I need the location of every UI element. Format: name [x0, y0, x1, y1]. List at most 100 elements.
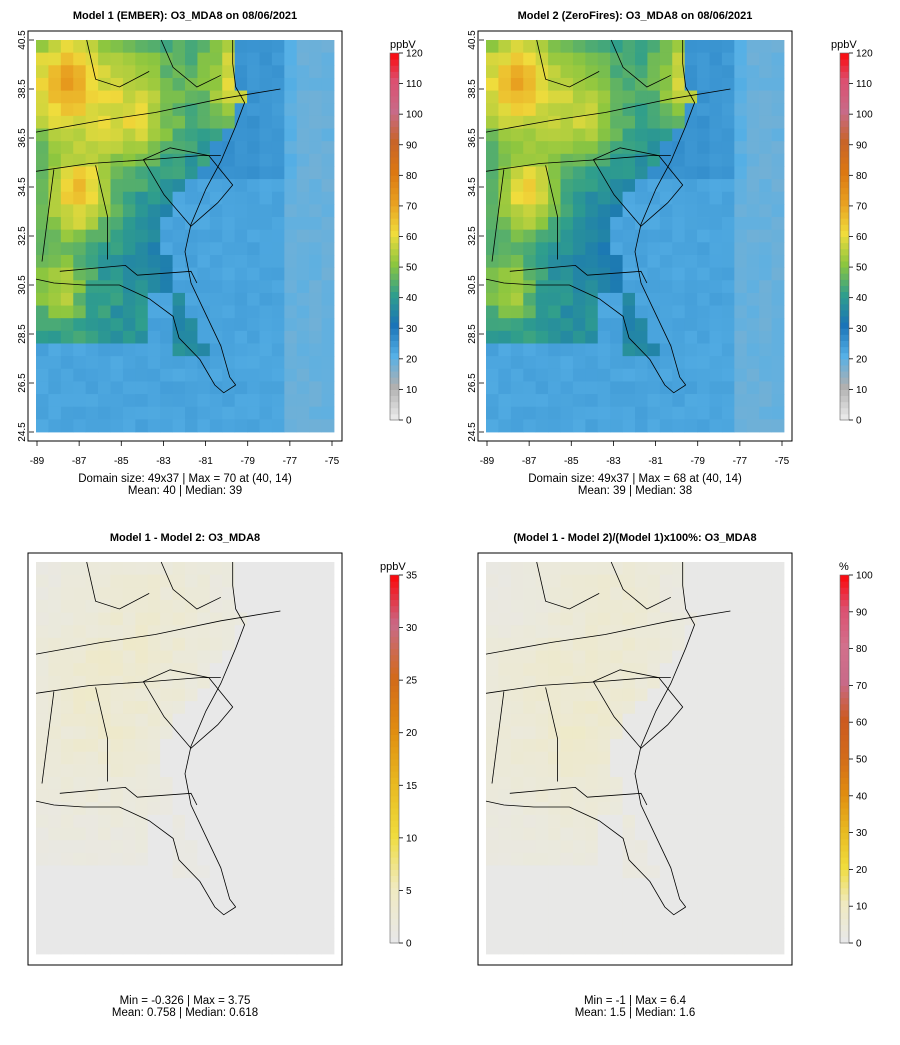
heatmap-cell [98, 318, 111, 332]
heatmap-cell [309, 115, 322, 129]
heatmap-cell [222, 406, 236, 420]
heatmap-cell [721, 789, 735, 803]
heatmap-cell [560, 637, 574, 651]
heatmap-cell [647, 267, 661, 281]
heatmap-cell [321, 368, 335, 382]
heatmap-cell [48, 776, 62, 791]
heatmap-cell [647, 419, 661, 433]
heatmap-cell [734, 103, 748, 117]
heatmap-cell [122, 52, 136, 66]
boundary-line [610, 39, 671, 88]
heatmap-cell [734, 650, 748, 664]
colorbar-swatch [840, 685, 849, 693]
heatmap-cell [160, 739, 173, 753]
heatmap-cell [672, 368, 686, 382]
x-tick-label: -79 [240, 456, 255, 467]
heatmap-cell [321, 330, 335, 344]
heatmap-cell [296, 153, 310, 167]
heatmap-cell [172, 739, 186, 753]
colorbar-swatch [840, 575, 849, 582]
colorbar-swatch [390, 53, 399, 60]
heatmap-cell [73, 852, 87, 866]
colorbar-swatch [840, 599, 849, 607]
heatmap-cell [523, 675, 537, 689]
heatmap-cell [597, 650, 611, 664]
heatmap-cell [135, 903, 149, 917]
heatmap-cell [122, 840, 136, 854]
heatmap-cell [746, 840, 760, 854]
heatmap-cell [523, 318, 537, 332]
stats-line-1: Min = -1 | Max = 6.4 [584, 995, 687, 1007]
heatmap-cell [560, 52, 574, 66]
colorbar-swatch [840, 205, 849, 213]
heatmap-cell [48, 701, 62, 715]
heatmap-cell [185, 878, 198, 892]
heatmap-cell [647, 776, 661, 791]
heatmap-cell [510, 865, 524, 879]
heatmap-cell [771, 40, 785, 54]
heatmap-cell [771, 878, 785, 892]
heatmap-cell [309, 305, 322, 319]
heatmap-cell [560, 406, 574, 420]
heatmap-cell [234, 406, 248, 420]
heatmap-cell [734, 52, 748, 66]
heatmap-cell [610, 229, 623, 243]
heatmap-cell [647, 343, 661, 357]
heatmap-cell [535, 688, 549, 702]
heatmap-cell [98, 153, 111, 167]
heatmap-cell [510, 726, 524, 740]
heatmap-cell [585, 764, 599, 778]
heatmap-cell [122, 77, 136, 91]
heatmap-cell [721, 406, 735, 420]
heatmap-cell [610, 356, 623, 370]
heatmap-cell [647, 254, 661, 269]
heatmap-cell [234, 587, 248, 601]
heatmap-cell [247, 65, 260, 79]
colorbar-swatch [390, 789, 399, 797]
heatmap-cell [486, 739, 499, 753]
heatmap-cell [296, 637, 310, 651]
heatmap-cell [572, 40, 586, 54]
heatmap-cell [697, 356, 710, 370]
heatmap-cell [635, 587, 648, 601]
heatmap-cell [309, 343, 322, 357]
colorbar-swatch [840, 83, 849, 91]
heatmap-cell [721, 701, 735, 715]
heatmap-cell [697, 840, 710, 854]
heatmap-cell [771, 394, 785, 408]
heatmap-cell [271, 153, 285, 167]
heatmap-cell [734, 381, 748, 395]
heatmap-cell [709, 115, 723, 129]
heatmap-cell [510, 153, 524, 167]
heatmap-cell [523, 688, 537, 702]
heatmap-cell [746, 115, 760, 129]
heatmap-cell [597, 343, 611, 357]
heatmap-cell [85, 153, 99, 167]
heatmap-cell [284, 675, 298, 689]
heatmap-cell [73, 903, 87, 917]
heatmap-cell [697, 789, 710, 803]
heatmap-cell [486, 318, 499, 332]
heatmap-cell [60, 179, 74, 193]
heatmap-cell [523, 814, 537, 828]
heatmap-cell [597, 90, 611, 104]
heatmap-cell [585, 229, 599, 243]
heatmap-cell [222, 726, 236, 740]
heatmap-cell [610, 916, 623, 930]
heatmap-cell [135, 77, 149, 91]
heatmap-cell [610, 330, 623, 344]
heatmap-cell [510, 381, 524, 395]
heatmap-cell [610, 840, 623, 854]
heatmap-cell [572, 419, 586, 433]
heatmap-cell [122, 878, 136, 892]
heatmap-cell [535, 814, 549, 828]
heatmap-cell [98, 764, 111, 778]
heatmap-cell [548, 776, 561, 791]
heatmap-cell [647, 764, 661, 778]
heatmap-cell [284, 713, 298, 727]
heatmap-cell [234, 941, 248, 955]
heatmap-cell [572, 305, 586, 319]
heatmap-cell [510, 928, 524, 942]
heatmap-cell [284, 229, 298, 243]
colorbar-swatch [390, 65, 399, 72]
